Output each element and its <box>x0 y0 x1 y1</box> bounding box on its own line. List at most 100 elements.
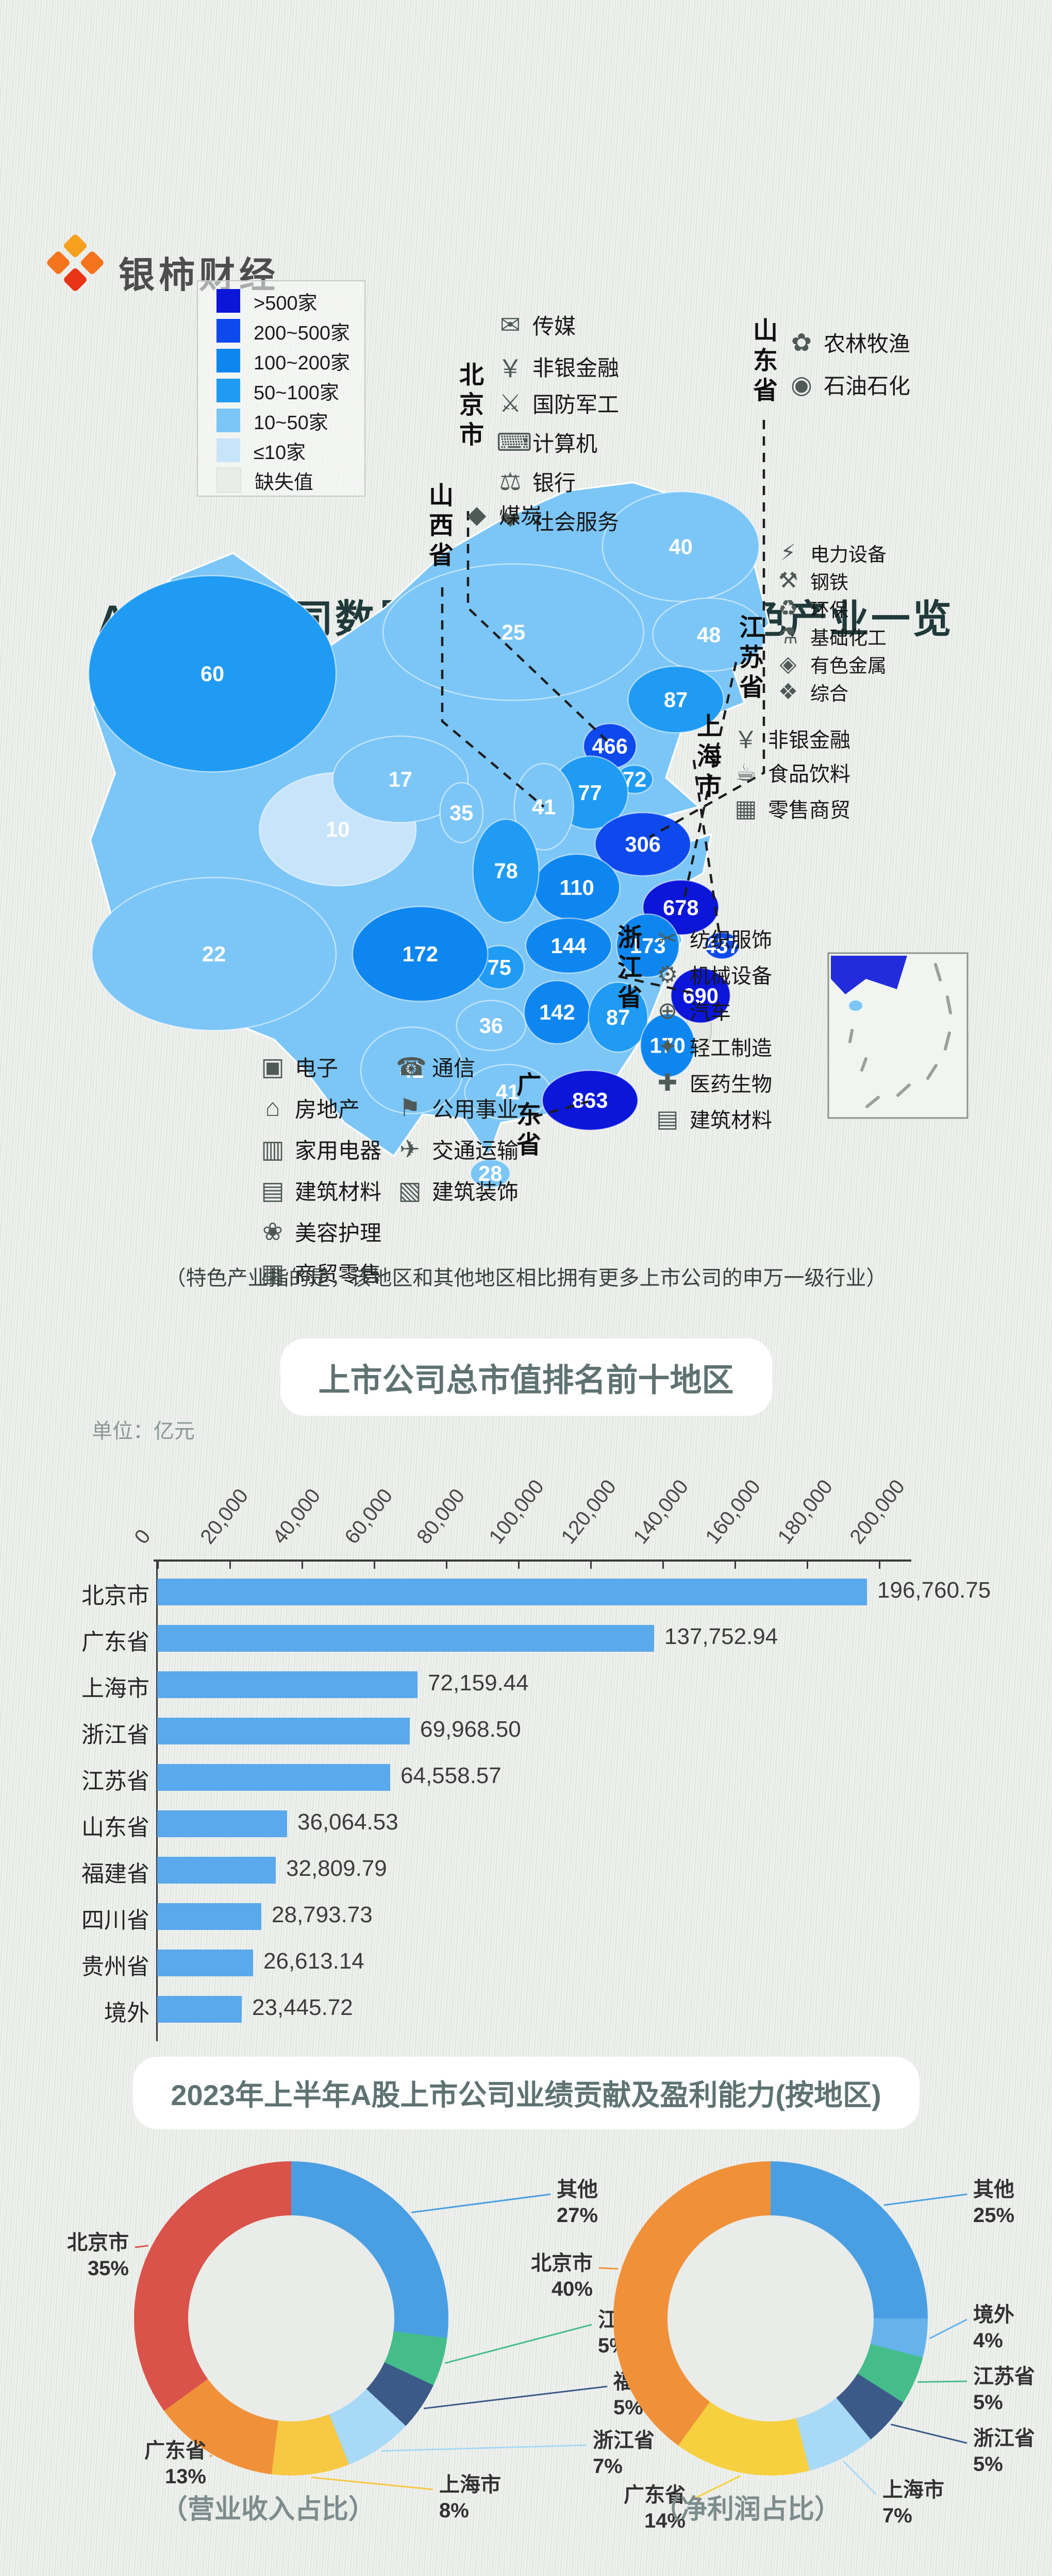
legend-item: ≤10家 <box>216 438 364 464</box>
chart1-category: 浙江省 <box>81 1722 149 1748</box>
region-山西省 <box>513 762 575 851</box>
electronics-icon: ▣ <box>261 1053 285 1081</box>
industry-label: 商贸零售 <box>295 1262 382 1286</box>
utilities-icon: ⚑ <box>398 1094 421 1122</box>
donut-hole <box>667 2215 874 2421</box>
building-materials-icon: ▤ <box>261 1177 285 1205</box>
real-estate-icon: ⌂ <box>265 1094 280 1122</box>
industry-item-轻工制造: ✦ 轻工制造 <box>654 1031 772 1061</box>
chart1-value-label: 69,968.50 <box>420 1717 521 1742</box>
chart1-bar <box>157 1903 261 1930</box>
region-count-江苏省: 678 <box>663 895 698 920</box>
industry-label: 国防军工 <box>532 393 620 417</box>
defense-icon: ⚔ <box>499 389 522 417</box>
chart1-tick-label: 60,000 <box>340 1484 397 1548</box>
industry-item-基础化工: ⚗ 基础化工 <box>774 622 887 650</box>
legend-swatch <box>216 319 240 343</box>
region-label-山东省: 山东省 <box>749 317 776 407</box>
donut-label-name: 境外 <box>973 2303 1014 2326</box>
industry-label: 基础化工 <box>810 628 887 649</box>
industry-label: 公用事业 <box>432 1097 519 1122</box>
region-label-上海市: 上海市 <box>693 713 720 803</box>
region-西藏自治区 <box>91 876 337 1031</box>
region-count-山西省: 41 <box>532 794 556 819</box>
donut-label-pct: 27% <box>557 2204 598 2227</box>
region-count-甘肃省: 17 <box>389 767 412 791</box>
donut-label-name: 浙江省 <box>593 2429 655 2452</box>
chart1-tick-label: 40,000 <box>268 1484 325 1548</box>
shanxi-callout-line <box>441 587 545 808</box>
automobile-icon: ⊕ <box>657 997 678 1024</box>
industry-item-食品饮料: ☕ 食品饮料 <box>732 757 850 787</box>
legend-item: >500家 <box>216 289 364 314</box>
industry-label: 交通运输 <box>432 1139 519 1163</box>
donut-leader <box>890 2424 967 2444</box>
legend-label: 缺失值 <box>255 471 314 494</box>
donut-label-pct: 4% <box>973 2329 1003 2352</box>
region-count-新疆维吾尔自治区: 60 <box>201 662 224 686</box>
legend-item: 200~500家 <box>216 319 364 344</box>
industry-item-建筑装饰: ▧ 建筑装饰 <box>396 1175 519 1206</box>
region-count-山东省: 306 <box>625 832 661 856</box>
legend-item: 100~200家 <box>216 349 364 374</box>
market-cap-title: 上市公司总市值排名前十地区 <box>280 1338 772 1416</box>
chart1-tick <box>590 1562 592 1569</box>
region-四川省 <box>352 906 489 1002</box>
industry-item-非银金融: ￥ 非银金融 <box>496 348 619 384</box>
donut-label-name: 其他 <box>973 2178 1014 2201</box>
chart1-bar <box>157 1857 276 1884</box>
region-count-河南省: 110 <box>560 875 594 900</box>
textile-apparel-icon: ✂ <box>657 925 678 952</box>
chart1-value-label: 64,558.57 <box>400 1763 502 1788</box>
china-choropleth-map: 6022101725404887466727741306110783567817… <box>88 420 968 1189</box>
industry-item-汽车: ⊕ 汽车 <box>654 995 731 1025</box>
region-count-陕西省: 78 <box>494 859 517 883</box>
region-label-山西省: 山西省 <box>425 482 452 572</box>
chart1-category: 贵州省 <box>81 1954 149 1979</box>
donut-leader <box>445 2324 592 2364</box>
donut-label-name: 北京市 <box>67 2231 129 2254</box>
industry-label: 钢铁 <box>810 572 848 593</box>
region-陕西省 <box>472 818 540 923</box>
region-count-福建省: 170 <box>650 1033 686 1058</box>
legend-swatch <box>216 289 240 313</box>
region-count-海南省: 28 <box>478 1161 502 1185</box>
chart1-bar <box>157 1671 418 1698</box>
chart1-category: 上海市 <box>81 1676 149 1701</box>
donut-label-pct: 40% <box>551 2278 593 2300</box>
donut-label-pct: 14% <box>644 2510 686 2532</box>
retail-icon: ▦ <box>734 795 757 822</box>
industry-label: 美容护理 <box>295 1221 382 1245</box>
industry-item-电子: ▣ 电子 <box>259 1051 338 1082</box>
chart1-category: 山东省 <box>81 1815 149 1840</box>
chart1-tick-label: 180,000 <box>773 1475 838 1548</box>
region-count-吉林省: 48 <box>697 622 721 647</box>
computer-icon: ⌨ <box>496 429 532 456</box>
region-count-云南省: 41 <box>400 1058 424 1082</box>
nonbank-finance-icon: ￥ <box>497 355 523 383</box>
chart1-tick <box>879 1562 880 1569</box>
donut-label-name: 北京市 <box>531 2252 593 2275</box>
donut-hole <box>188 2215 394 2421</box>
donut-label-浙江省: 浙江省 7% <box>593 2428 655 2479</box>
light-industry-icon: ✦ <box>657 1033 678 1060</box>
industry-label: 零售商贸 <box>768 799 850 822</box>
region-count-贵州省: 36 <box>479 1013 503 1038</box>
region-浙江省 <box>670 967 731 1024</box>
industry-item-房地产: ⌂ 房地产 <box>259 1092 360 1124</box>
region-count-江西省: 87 <box>606 1005 630 1029</box>
chart1-tick-label: 20,000 <box>196 1484 253 1548</box>
industry-label: 通信 <box>432 1056 476 1080</box>
chart1-category: 境外 <box>104 2001 149 2026</box>
shandong-callout-line <box>648 420 765 838</box>
donut-label-广东省: 广东省 13% <box>144 2438 206 2489</box>
legend-item: 50~100家 <box>216 379 364 404</box>
legend-label: 200~500家 <box>254 322 350 344</box>
chart1-tick-label: 0 <box>130 1525 155 1548</box>
zhejiang-callout-line <box>618 975 699 996</box>
chart1-tick-label: 80,000 <box>412 1484 470 1548</box>
legend-swatch <box>216 379 240 402</box>
donut-leader <box>843 2461 877 2496</box>
region-内蒙古自治区 <box>382 563 645 701</box>
chart1-value-label: 28,793.73 <box>272 1902 373 1927</box>
